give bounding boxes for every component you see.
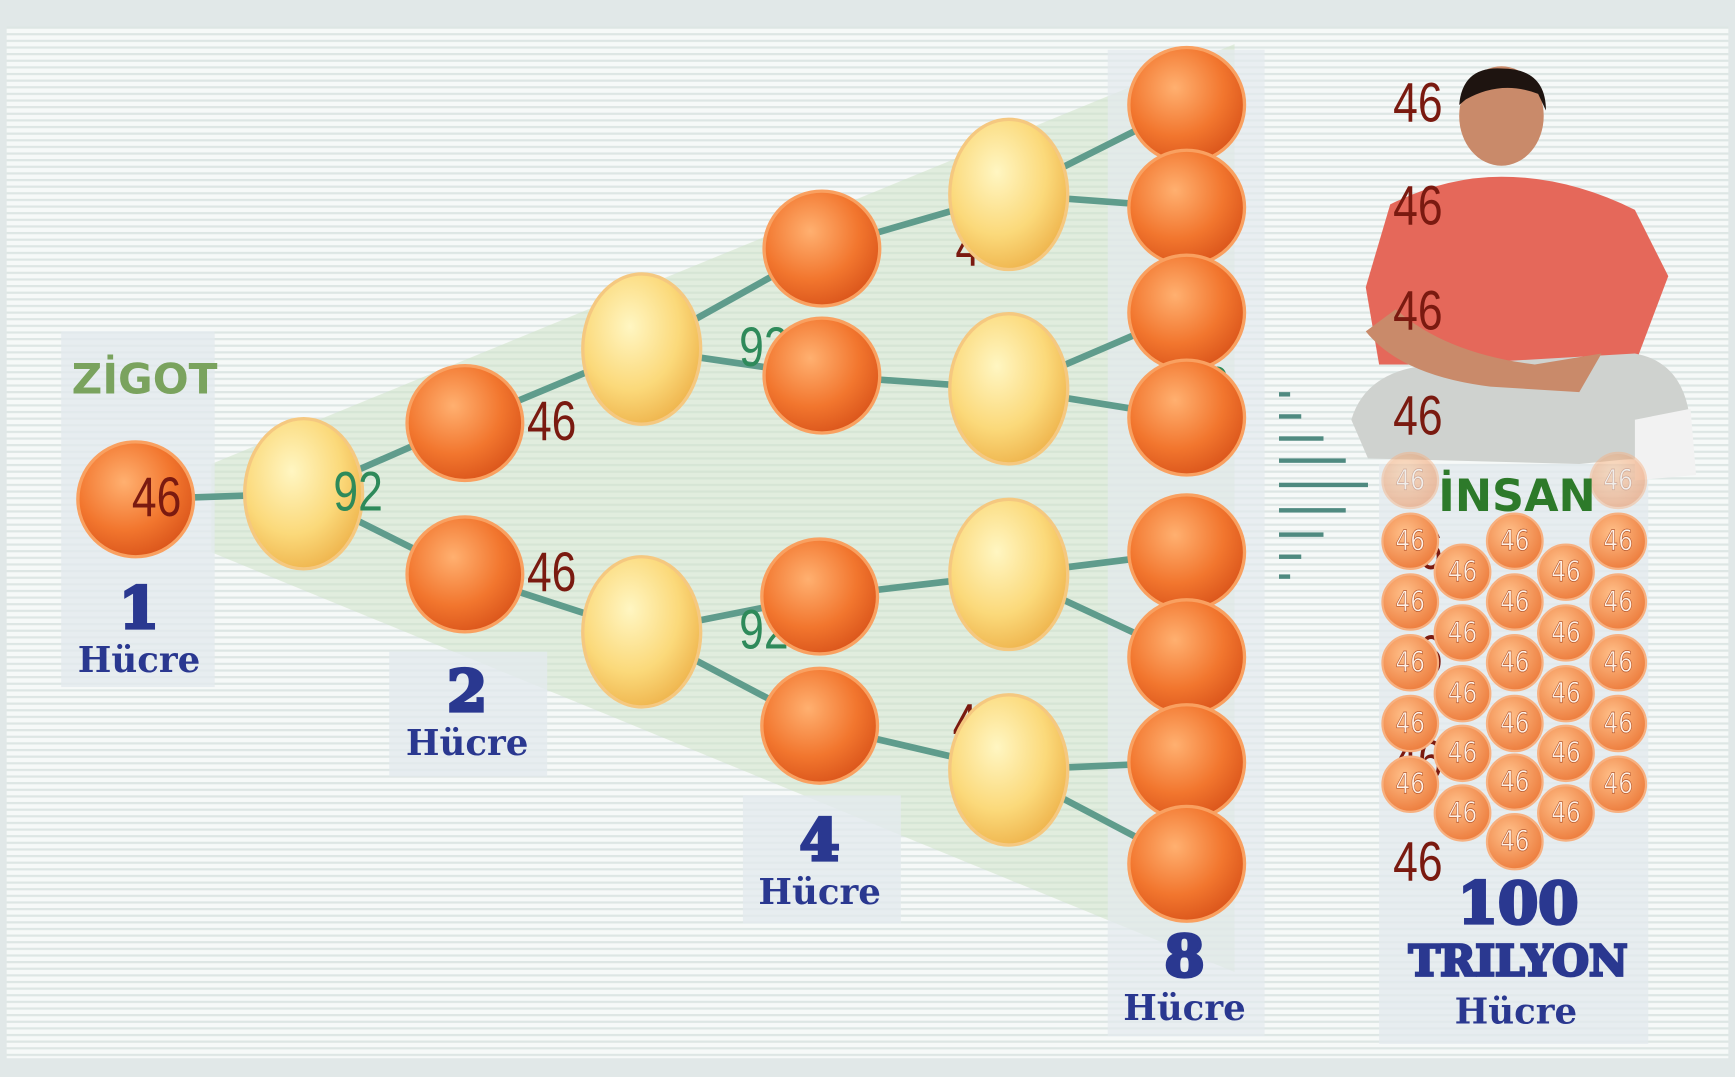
cell-label: 46 xyxy=(132,467,181,529)
stage-count: 4 xyxy=(800,806,840,874)
cell-46 xyxy=(762,539,878,654)
total-unit: Hücre xyxy=(1455,992,1578,1033)
small-cell: 46 xyxy=(1435,726,1491,781)
stage-count: 1 xyxy=(119,574,159,642)
stage-unit: Hücre xyxy=(758,872,881,913)
small-cell: 46 xyxy=(1382,453,1438,508)
small-cell: 46 xyxy=(1382,514,1438,569)
small-cell-label: 46 xyxy=(1604,708,1633,741)
small-cell: 46 xyxy=(1382,757,1438,812)
cell-label: 92 xyxy=(333,461,382,523)
small-cell: 46 xyxy=(1435,605,1491,660)
small-cell-label: 46 xyxy=(1551,737,1580,770)
small-cell: 46 xyxy=(1538,666,1594,721)
cell-label: 46 xyxy=(1393,831,1442,893)
cell-92 xyxy=(950,314,1068,464)
small-cell: 46 xyxy=(1590,696,1646,751)
small-cell-label: 46 xyxy=(1396,768,1425,801)
cell-46 xyxy=(1129,495,1245,610)
cell-label: 46 xyxy=(1393,280,1442,342)
cell-92 xyxy=(950,119,1068,269)
cell-label: 46 xyxy=(1393,175,1442,237)
cell-46 xyxy=(407,366,523,481)
small-cell: 46 xyxy=(1538,545,1594,600)
stage-unit: Hücre xyxy=(406,723,529,764)
small-cell-label: 46 xyxy=(1604,465,1633,498)
cell-92 xyxy=(583,557,701,707)
cell-label: 46 xyxy=(1393,385,1442,447)
stage-unit: Hücre xyxy=(78,640,201,681)
small-cell: 46 xyxy=(1487,574,1543,629)
cell-46 xyxy=(407,517,523,632)
small-cell-label: 46 xyxy=(1396,586,1425,619)
small-cell: 46 xyxy=(1435,666,1491,721)
small-cell-label: 46 xyxy=(1551,556,1580,589)
small-cell-label: 46 xyxy=(1396,525,1425,558)
small-cell-label: 46 xyxy=(1448,617,1477,650)
stage-count: 8 xyxy=(1164,922,1204,990)
small-cell-label: 46 xyxy=(1500,766,1529,799)
cell-46 xyxy=(1129,360,1245,475)
zygote-label: ZİGOT xyxy=(72,354,218,404)
small-cell-label: 46 xyxy=(1551,797,1580,830)
stage-count: 2 xyxy=(447,657,487,725)
small-cell-label: 46 xyxy=(1448,556,1477,589)
cell-46 xyxy=(1129,150,1245,265)
small-cell-label: 46 xyxy=(1500,647,1529,680)
cell-46 xyxy=(1129,705,1245,820)
cell-92 xyxy=(950,499,1068,649)
cell-46 xyxy=(764,191,880,306)
cell-46 xyxy=(1129,47,1245,162)
small-cell: 46 xyxy=(1435,545,1491,600)
small-cell: 46 xyxy=(1487,635,1543,690)
small-cell-label: 46 xyxy=(1604,768,1633,801)
small-cell-label: 46 xyxy=(1500,708,1529,741)
small-cell: 46 xyxy=(1590,514,1646,569)
small-cell-label: 46 xyxy=(1448,678,1477,711)
small-cell: 46 xyxy=(1590,574,1646,629)
small-cell: 46 xyxy=(1435,785,1491,840)
cell-46 xyxy=(764,318,880,433)
small-cell: 46 xyxy=(1487,814,1543,869)
cell-label: 46 xyxy=(1393,72,1442,134)
small-cell-label: 46 xyxy=(1396,465,1425,498)
small-cell: 46 xyxy=(1538,605,1594,660)
cell-92 xyxy=(583,274,701,424)
small-cell-label: 46 xyxy=(1396,647,1425,680)
cell-46 xyxy=(1129,806,1245,921)
cell-label: 46 xyxy=(527,542,576,604)
small-cell: 46 xyxy=(1382,574,1438,629)
stage-unit: Hücre xyxy=(1123,988,1246,1029)
small-cell: 46 xyxy=(1487,696,1543,751)
human-label: İNSAN xyxy=(1438,469,1595,522)
small-cell-label: 46 xyxy=(1500,586,1529,619)
small-cell: 46 xyxy=(1538,785,1594,840)
small-cell-label: 46 xyxy=(1500,525,1529,558)
total-scale: TRILYON xyxy=(1409,935,1628,985)
cell-92 xyxy=(950,695,1068,845)
small-cell-label: 46 xyxy=(1604,586,1633,619)
small-cell: 46 xyxy=(1538,726,1594,781)
small-cell-label: 46 xyxy=(1448,737,1477,770)
small-cell-label: 46 xyxy=(1396,708,1425,741)
page: 4692464692924646464692929292464646464646… xyxy=(0,0,1735,1077)
small-cell-label: 46 xyxy=(1604,525,1633,558)
cell-46 xyxy=(762,668,878,783)
small-cell: 46 xyxy=(1590,635,1646,690)
cell-label: 46 xyxy=(527,390,576,452)
cell-46 xyxy=(1129,255,1245,370)
small-cell-label: 46 xyxy=(1551,678,1580,711)
small-cell-label: 46 xyxy=(1500,826,1529,859)
small-cell-label: 46 xyxy=(1448,797,1477,830)
small-cell: 46 xyxy=(1382,696,1438,751)
total-count: 100 xyxy=(1458,869,1579,937)
cell-46 xyxy=(1129,600,1245,715)
diagram: 4692464692924646464692929292464646464646… xyxy=(0,0,1735,1077)
small-cell: 46 xyxy=(1590,453,1646,508)
small-cell-label: 46 xyxy=(1551,617,1580,650)
small-cell-label: 46 xyxy=(1604,647,1633,680)
small-cell: 46 xyxy=(1590,757,1646,812)
small-cell: 46 xyxy=(1382,635,1438,690)
small-cell: 46 xyxy=(1487,754,1543,809)
